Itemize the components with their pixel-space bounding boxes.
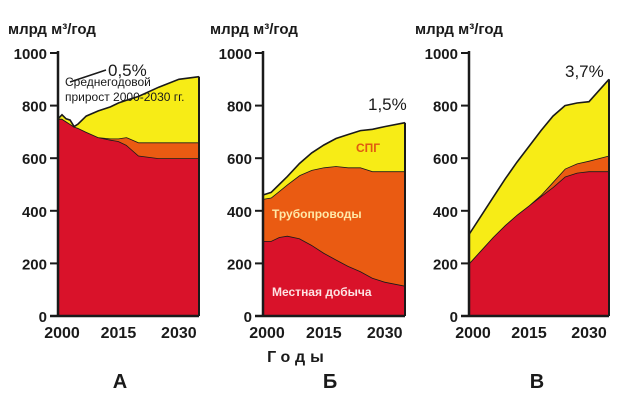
y-tick-label: 200 <box>22 256 47 273</box>
chart-b: 0 200 400 600 800 1000 2000 2015 2030 млрд м³/год… <box>210 21 407 393</box>
y-tick-label: 800 <box>22 99 47 116</box>
y-tick-label: 600 <box>433 151 458 168</box>
chart-a: 0 200 400 600 800 1000 2000 2015 2030 млрд м³/год… <box>8 21 200 393</box>
area-local <box>469 171 609 316</box>
series-label-pipeline: Трубопроводы <box>272 207 362 221</box>
area-pipeline <box>263 166 405 286</box>
x-tick-label: 2015 <box>511 325 547 342</box>
y-tick-label: 0 <box>39 309 47 326</box>
y-tick-label: 400 <box>22 204 47 221</box>
x-tick-label: 2030 <box>571 325 607 342</box>
y-tick-label: 800 <box>227 99 252 116</box>
y-tick-label: 1000 <box>14 46 47 63</box>
y-tick-label: 1000 <box>425 46 458 63</box>
line-lng <box>262 121 406 196</box>
x-tick-label: 2000 <box>455 325 491 342</box>
y-tick-label: 400 <box>433 204 458 221</box>
growth-label: 0,5% <box>108 61 147 80</box>
x-tick-label: 2000 <box>249 325 285 342</box>
annotation-line: прирост 2000-2030 гг. <box>65 90 184 104</box>
y-tick-label: 200 <box>433 256 458 273</box>
area-lng <box>58 76 199 143</box>
x-tick-label: 2015 <box>101 325 137 342</box>
y-tick-label: 1000 <box>219 46 252 63</box>
chart-c: 0 200 400 600 800 1000 2000 2015 2030 млрд м³/год… <box>415 21 610 393</box>
series-label-local: Местная добыча <box>272 285 372 299</box>
area-pipeline <box>469 155 609 264</box>
growth-label: 1,5% <box>368 95 407 114</box>
x-tick-label: 2030 <box>161 325 197 342</box>
unit-label: млрд м³/год <box>8 21 96 38</box>
series-label-lng: СПГ <box>356 141 380 155</box>
unit-label: млрд м³/год <box>415 21 503 38</box>
x-tick-label: 2015 <box>306 325 342 342</box>
panel-label: В <box>530 371 544 393</box>
panel-label: А <box>113 371 127 393</box>
y-tick-label: 800 <box>433 99 458 116</box>
y-tick-label: 200 <box>227 256 252 273</box>
y-tick-label: 0 <box>450 309 458 326</box>
x-tick-label: 2030 <box>367 325 403 342</box>
area-lng <box>263 122 405 199</box>
unit-label: млрд м³/год <box>210 21 298 38</box>
y-tick-label: 400 <box>227 204 252 221</box>
area-local <box>58 118 199 316</box>
area-lng <box>469 79 609 264</box>
area-local <box>263 235 405 316</box>
x-tick-label: 2000 <box>44 325 80 342</box>
annotation-leader <box>69 69 107 83</box>
y-tick-label: 0 <box>244 309 252 326</box>
line-lng <box>468 78 610 235</box>
y-tick-label: 600 <box>22 151 47 168</box>
line-lng <box>57 75 200 128</box>
growth-label: 3,7% <box>565 62 604 81</box>
x-axis-title: Годы <box>267 349 329 366</box>
y-tick-label: 600 <box>227 151 252 168</box>
annotation-line: Среднегодовой <box>65 75 151 89</box>
panel-label: Б <box>323 371 337 393</box>
